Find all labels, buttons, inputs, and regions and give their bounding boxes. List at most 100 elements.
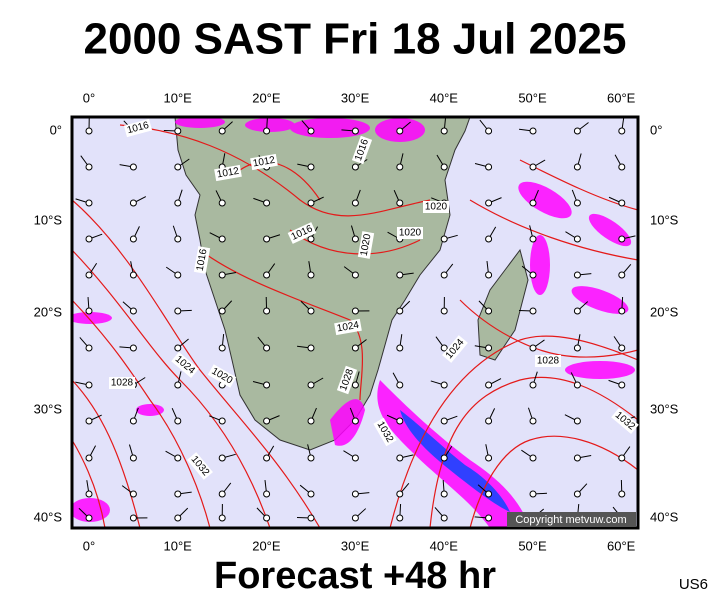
lat-label-right: 20°S [650,304,679,319]
isobar-label-bg [109,377,135,389]
isobar-label-bg [373,417,397,447]
station [573,235,581,243]
station [529,235,537,243]
station [351,344,359,352]
station [440,127,448,135]
isobar-label-bg [214,164,242,182]
lon-label-bottom: 20°E [252,538,281,553]
station [485,454,493,462]
station [263,307,271,315]
isobar-label-bg [336,365,358,395]
station [618,199,626,207]
station [485,271,493,279]
lon-label-bottom: 0° [83,538,95,553]
isobar-value: 1024 [336,320,360,335]
precipitation [72,117,635,528]
station [174,307,182,315]
station [263,127,271,135]
station [351,514,359,522]
station [485,381,493,389]
station [351,417,359,425]
station [485,514,493,522]
isobar-label: 1016 [123,118,153,138]
station [263,381,271,389]
map-area [72,117,638,528]
station [440,163,448,171]
station [129,490,137,498]
lon-label-top: 40°E [430,90,459,105]
isobar-label-bg [123,118,153,138]
station [129,271,137,279]
station [307,271,315,279]
station [529,417,537,425]
station [351,199,359,207]
station [485,490,493,498]
isobar-label-bg [397,227,423,239]
lat-label-left: 30°S [34,401,63,416]
map-title: 2000 SAST Fri 18 Jul 2025 [84,15,627,64]
isobar-value: 1012 [252,155,276,170]
station [573,381,581,389]
isobar-label-bg [334,318,362,336]
station [618,271,626,279]
madagascar-land [477,248,529,361]
station [618,344,626,352]
station [129,307,137,315]
station [174,163,182,171]
lon-label-top: 50°E [518,90,547,105]
station [307,514,315,522]
lon-label-bottom: 30°E [341,538,370,553]
station [396,417,404,425]
station [440,454,448,462]
station [129,417,137,425]
lon-label-bottom: 50°E [518,538,547,553]
station [174,235,182,243]
isobar-label: 1028 [535,355,561,367]
station [263,344,271,352]
station [129,454,137,462]
isobar-label: 1016 [193,246,211,274]
station [307,344,315,352]
station [307,163,315,171]
station [573,271,581,279]
station [618,127,626,135]
station [263,235,271,243]
station [529,163,537,171]
station [263,490,271,498]
station [307,307,315,315]
station [440,417,448,425]
station [396,344,404,352]
station [174,417,182,425]
isobar-label: 1012 [250,153,278,171]
station [529,490,537,498]
lon-label-top: 60°E [607,90,636,105]
station [129,514,137,522]
isobar-label-bg [187,452,213,480]
lon-label-top: 0° [83,90,95,105]
station [618,381,626,389]
isobar-label-bg [611,408,639,434]
station [485,199,493,207]
station [396,381,404,389]
station [573,127,581,135]
station [396,271,404,279]
isobar-label-bg [535,355,561,367]
station [85,454,93,462]
station [485,417,493,425]
station [440,344,448,352]
station [351,127,359,135]
isobar-value: 1016 [195,248,210,272]
isobar-value: 1012 [216,166,240,181]
station [529,381,537,389]
station [218,514,226,522]
lon-label-top: 30°E [341,90,370,105]
station [174,381,182,389]
isobar-label: 1028 [109,377,135,389]
lon-label-top: 20°E [252,90,281,105]
station [440,514,448,522]
station [307,454,315,462]
station [307,417,315,425]
station [529,307,537,315]
station [85,490,93,498]
